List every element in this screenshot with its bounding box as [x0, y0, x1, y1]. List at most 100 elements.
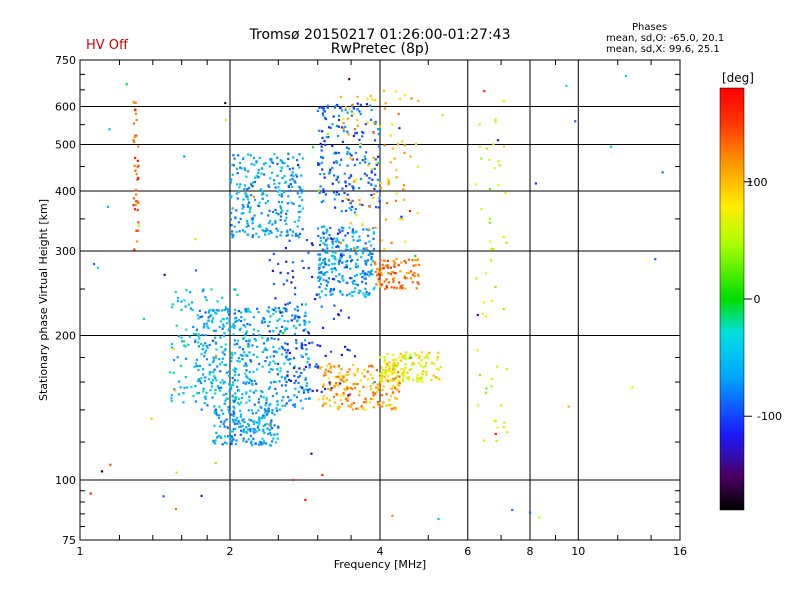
data-point — [342, 226, 345, 230]
data-point — [281, 161, 284, 165]
data-point — [380, 375, 383, 378]
data-point — [222, 323, 225, 326]
data-point — [135, 134, 138, 137]
data-point — [364, 263, 368, 266]
data-point — [378, 200, 381, 203]
data-point — [275, 392, 278, 395]
data-point — [230, 437, 233, 440]
data-point — [354, 128, 357, 131]
data-point — [269, 444, 273, 447]
data-point — [321, 473, 324, 477]
data-point — [195, 358, 199, 361]
data-point — [287, 152, 290, 155]
data-point — [270, 420, 273, 424]
data-point — [232, 235, 235, 238]
data-point — [346, 245, 349, 248]
data-point — [255, 382, 258, 385]
data-point — [331, 289, 334, 292]
data-point — [379, 376, 382, 379]
data-point — [355, 407, 358, 410]
data-point — [247, 438, 250, 441]
data-point — [250, 194, 253, 197]
data-point — [436, 355, 439, 359]
data-point — [239, 433, 242, 436]
data-point — [378, 145, 381, 148]
data-point — [414, 259, 417, 262]
data-point — [196, 364, 199, 368]
data-point — [251, 235, 254, 239]
data-point — [395, 365, 398, 368]
data-point — [230, 351, 234, 354]
data-point — [253, 403, 256, 406]
data-point — [261, 391, 264, 394]
data-point — [310, 242, 314, 245]
data-point — [220, 420, 223, 423]
data-point — [353, 290, 356, 293]
data-point — [330, 267, 333, 271]
data-point — [311, 275, 314, 279]
data-point — [325, 231, 328, 234]
data-point — [394, 199, 398, 202]
data-point — [384, 371, 387, 374]
data-point — [288, 301, 292, 304]
data-point — [150, 417, 153, 420]
data-point — [224, 348, 227, 351]
data-point — [219, 320, 222, 323]
data-point — [222, 422, 225, 425]
data-point — [204, 395, 207, 398]
data-point — [172, 348, 175, 351]
data-point — [197, 341, 200, 344]
data-point — [196, 392, 199, 395]
data-point — [243, 364, 246, 367]
data-point — [395, 406, 398, 409]
data-point — [291, 314, 294, 317]
data-point — [324, 193, 327, 196]
data-point — [365, 247, 369, 250]
data-point — [247, 424, 251, 427]
data-point — [378, 402, 381, 405]
data-point — [231, 384, 234, 387]
data-point — [286, 272, 290, 275]
data-point — [198, 309, 201, 312]
data-point — [403, 370, 406, 374]
data-point — [404, 261, 408, 264]
data-point — [137, 176, 140, 180]
data-point — [268, 222, 271, 225]
data-point — [375, 162, 378, 165]
data-point — [326, 364, 329, 367]
data-point — [343, 266, 346, 269]
data-point — [385, 286, 389, 289]
hv-status-label: HV Off — [86, 38, 128, 53]
data-point — [306, 361, 309, 364]
data-point — [393, 364, 396, 367]
data-point — [222, 334, 226, 338]
data-point — [330, 254, 334, 257]
data-point — [413, 352, 416, 355]
data-point — [257, 330, 260, 333]
data-point — [284, 219, 287, 222]
data-point — [272, 380, 276, 384]
data-point — [280, 167, 284, 170]
data-point — [375, 386, 378, 389]
data-point — [384, 373, 388, 376]
data-point — [239, 401, 243, 404]
data-point — [232, 427, 235, 431]
data-point — [321, 231, 325, 234]
data-point — [241, 348, 245, 351]
data-point — [232, 333, 235, 336]
data-point — [384, 370, 387, 373]
data-point — [197, 317, 200, 320]
data-point — [322, 114, 325, 117]
data-point — [383, 89, 386, 92]
data-point — [305, 382, 309, 385]
data-point — [403, 144, 406, 147]
data-point — [351, 185, 354, 188]
data-point — [416, 258, 419, 262]
data-point — [260, 416, 264, 419]
data-point — [349, 201, 352, 204]
data-point — [245, 440, 248, 443]
data-point — [227, 411, 231, 414]
data-point — [277, 333, 280, 336]
data-point — [405, 376, 409, 380]
